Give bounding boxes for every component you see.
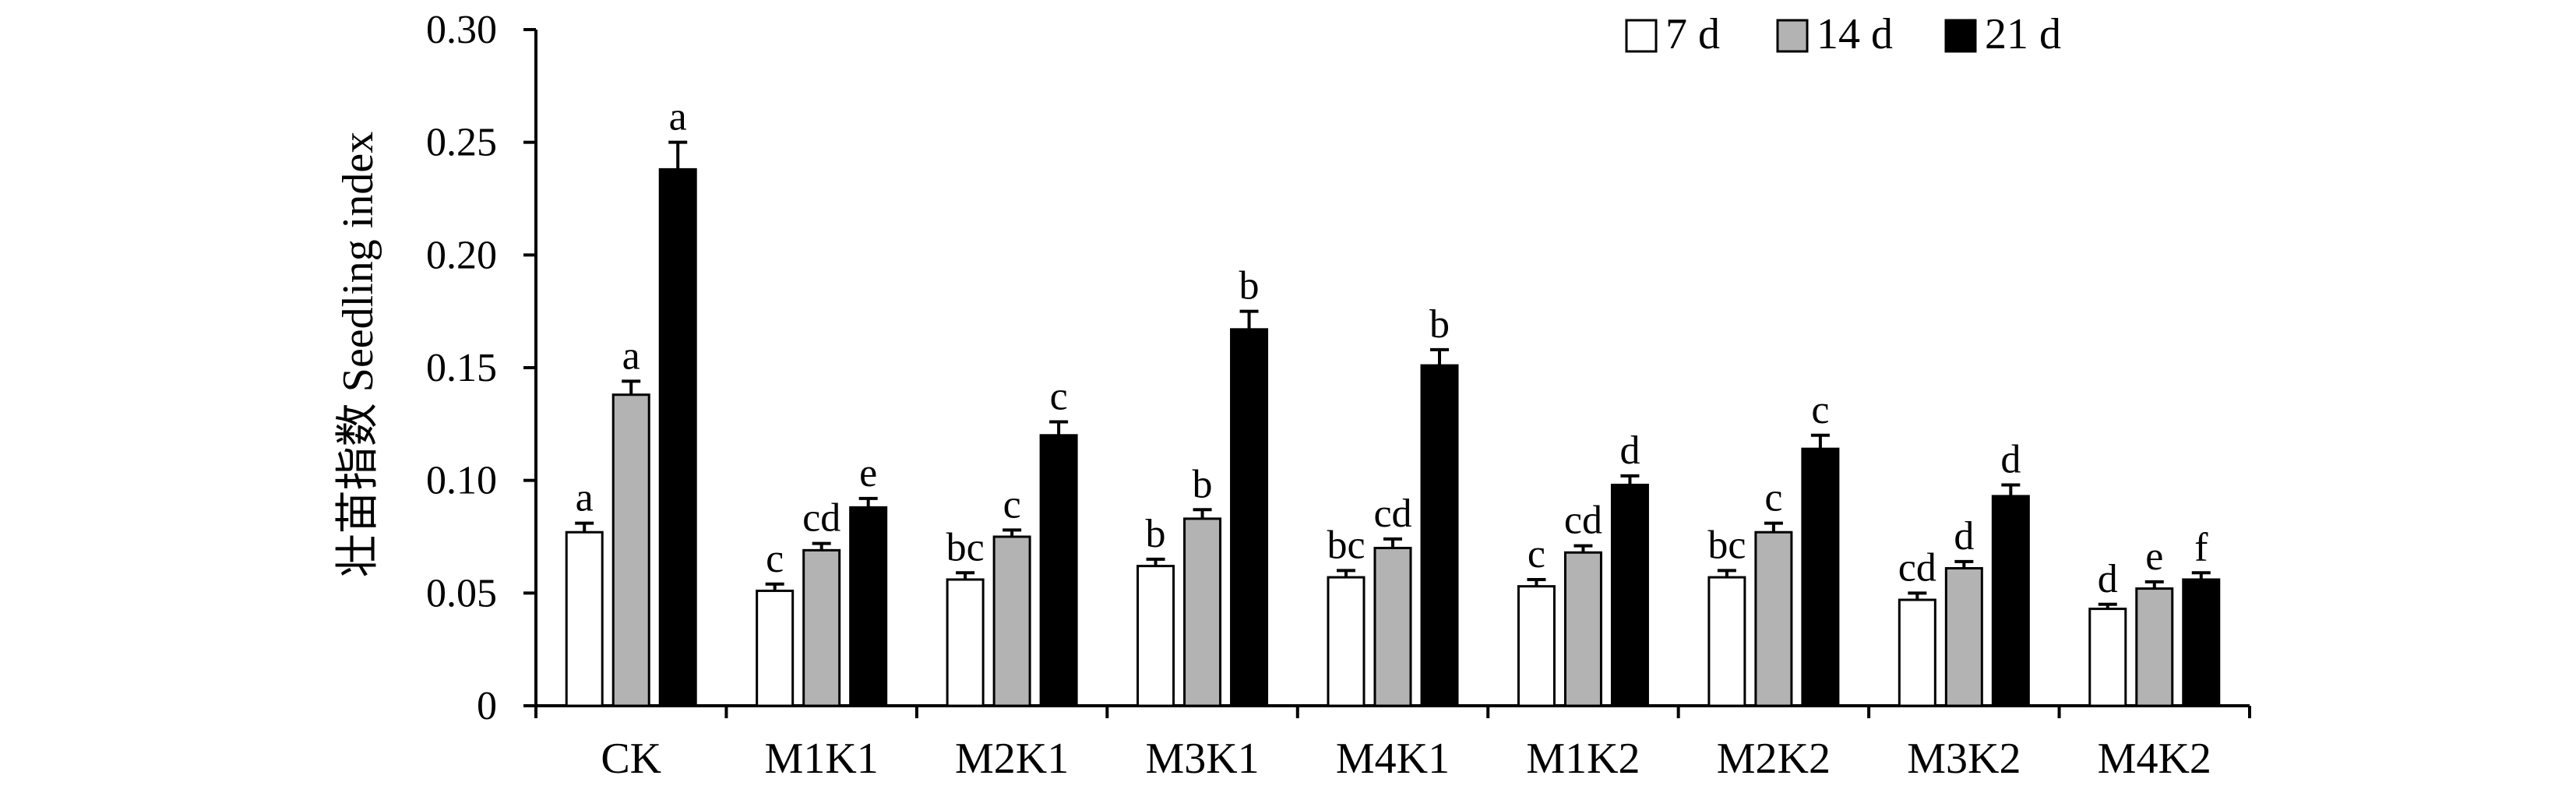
bar — [1039, 434, 1078, 707]
significance-letter: bc — [1327, 523, 1365, 567]
bar — [1517, 585, 1556, 707]
bar — [1136, 565, 1175, 707]
x-tick-label: M4K2 — [2098, 735, 2211, 782]
bar — [658, 167, 697, 707]
legend-label: 21 d — [1985, 10, 2061, 58]
significance-letter: a — [669, 95, 687, 139]
significance-letter: a — [622, 333, 640, 378]
legend-swatch — [1944, 19, 1977, 53]
y-axis-title-group: 壮苗指数 Seedling index — [334, 132, 382, 577]
bar — [756, 589, 795, 707]
y-tick-label: 0.25 — [426, 121, 497, 165]
significance-letter: d — [2000, 437, 2021, 481]
bar — [1707, 576, 1746, 707]
bar — [1183, 517, 1222, 707]
significance-letter: cd — [1898, 545, 1936, 590]
x-tick-label: M3K1 — [1145, 735, 1259, 782]
significance-letter: bc — [1707, 523, 1746, 567]
significance-letter: b — [1429, 302, 1450, 347]
x-tick-label: M2K2 — [1717, 735, 1831, 782]
significance-letter: d — [2098, 557, 2118, 601]
significance-letter: e — [859, 451, 877, 495]
bar — [1991, 495, 2030, 707]
y-tick-label: 0.10 — [426, 459, 497, 503]
legend-swatch — [1776, 19, 1809, 53]
bar — [1801, 447, 1840, 707]
significance-letter: b — [1146, 512, 1166, 556]
significance-letter: b — [1239, 264, 1260, 308]
significance-letter: c — [1764, 476, 1782, 520]
significance-letter: c — [1003, 482, 1021, 527]
bar — [1327, 576, 1366, 707]
bar — [1898, 598, 1936, 707]
bar — [946, 578, 985, 707]
y-tick-label: 0.05 — [426, 571, 497, 615]
plot-area: 0 0.05 0.10 0.15 0.20 0.25 0.30 CK M1K1 M2K1 M3K1 M… — [426, 8, 2251, 783]
bar — [1944, 567, 1983, 707]
significance-letter: cd — [1564, 499, 1602, 543]
bar — [1420, 364, 1459, 707]
bar — [1610, 483, 1649, 707]
y-tick-label: 0.15 — [426, 346, 497, 390]
x-tick-label: M2K1 — [955, 735, 1069, 782]
bar — [2088, 608, 2127, 707]
bar — [802, 548, 841, 707]
bar — [1230, 328, 1269, 707]
y-tick-label: 0.30 — [426, 8, 497, 52]
legend-label: 14 d — [1817, 10, 1893, 58]
x-tick-label: M3K2 — [1907, 735, 2021, 782]
x-tick-label: M4K1 — [1336, 735, 1450, 782]
significance-letter: c — [1811, 388, 1829, 432]
bar — [1373, 546, 1412, 707]
bar — [2182, 578, 2221, 707]
significance-letter: c — [1528, 532, 1545, 576]
bar — [1563, 551, 1602, 707]
x-tick-label: M1K1 — [765, 735, 879, 782]
x-tick-label: M1K2 — [1526, 735, 1640, 782]
significance-letter: d — [1619, 428, 1640, 473]
significance-letter: d — [1954, 514, 1974, 559]
significance-letter: b — [1193, 462, 1213, 506]
significance-letter: f — [2194, 525, 2208, 569]
significance-letter: bc — [946, 525, 985, 569]
y-axis-title: 壮苗指数 Seedling index — [334, 132, 382, 577]
legend-swatch — [1625, 19, 1658, 53]
bar — [565, 530, 604, 707]
significance-letter: c — [766, 537, 784, 581]
y-tick-label: 0.20 — [426, 233, 497, 277]
bar — [611, 393, 650, 707]
significance-letter: c — [1050, 374, 1068, 418]
bar — [849, 506, 888, 707]
significance-letter: cd — [1373, 492, 1411, 536]
significance-letter: a — [576, 476, 594, 520]
legend-label: 7 d — [1665, 10, 1720, 58]
bar — [992, 535, 1031, 707]
y-tick-label: 0 — [477, 684, 497, 728]
x-tick-label: CK — [601, 735, 661, 782]
significance-letter: cd — [802, 496, 840, 541]
bar — [1754, 530, 1793, 707]
bar — [2135, 587, 2174, 707]
significance-letter: e — [2145, 534, 2163, 579]
